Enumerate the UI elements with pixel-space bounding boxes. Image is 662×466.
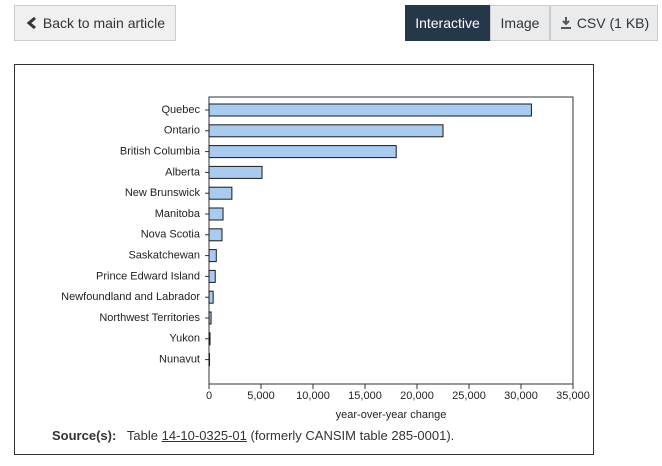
x-tick-label: 10,000 [296, 390, 330, 402]
x-tick-label: 5,000 [247, 390, 275, 402]
source-label: Source(s): [52, 428, 117, 443]
tab[interactable]: CSV (1 KB) [550, 5, 658, 41]
bar [208, 103, 532, 117]
x-tick-label: 15,000 [348, 390, 382, 402]
y-tick-label: Newfoundland and Labrador [61, 291, 200, 303]
y-tick-label: Quebec [161, 104, 200, 116]
bar [208, 186, 233, 200]
bar [208, 165, 263, 179]
y-tick-label: Northwest Territories [99, 312, 200, 324]
y-tick-label: Yukon [169, 333, 200, 345]
y-tick-label: Ontario [164, 125, 200, 137]
source-text: Table [126, 428, 158, 443]
y-tick-label: Nova Scotia [141, 229, 201, 241]
tab-label: Image [500, 15, 540, 31]
y-tick-label: Prince Edward Island [96, 270, 200, 282]
y-tick-label: Nunavut [159, 354, 200, 366]
back-label: Back to main article [42, 15, 166, 31]
bar [208, 269, 216, 283]
bar [208, 207, 224, 221]
tab-label: Interactive [415, 15, 480, 31]
bar [208, 311, 212, 325]
x-tick-label: 0 [206, 390, 212, 402]
y-tick-label: Manitoba [155, 208, 201, 220]
download-icon [560, 17, 571, 29]
bar [208, 228, 223, 242]
bar [208, 249, 217, 263]
plot-area [208, 96, 574, 385]
bar [208, 145, 397, 159]
source-link[interactable]: 14-10-0325-01 [161, 428, 247, 443]
x-axis-title: year-over-year change [336, 409, 447, 421]
source-text: (formerly CANSIM table 285-0001). [250, 428, 455, 443]
bar [208, 353, 211, 367]
bar [208, 332, 211, 346]
tab-label: CSV (1 KB) [576, 15, 650, 31]
y-tick-label: British Columbia [120, 146, 201, 158]
chart: 0 5,000 10,000 15,000 20,000 25,000 30,000 35,0… [61, 96, 590, 421]
back-button[interactable]: Back to main article [14, 5, 176, 41]
x-tick-label: 20,000 [400, 390, 434, 402]
source-line: Source(s): Table 14-10-0325-01 (formerly… [52, 428, 454, 443]
tab[interactable]: Interactive [405, 5, 490, 41]
y-tick-label: New Brunswick [125, 187, 201, 199]
y-tick-label: Alberta [165, 166, 201, 178]
x-tick-label: 25,000 [452, 390, 486, 402]
bar [208, 124, 444, 138]
bar [208, 290, 214, 304]
chevron-icon [26, 16, 36, 30]
chart-panel: 0 5,000 10,000 15,000 20,000 25,000 30,000 35,0… [14, 64, 594, 455]
tab[interactable]: Image [490, 5, 550, 41]
x-tick-label: 35,000 [556, 390, 590, 402]
y-tick-label: Saskatchewan [128, 250, 200, 262]
x-tick-label: 30,000 [504, 390, 538, 402]
